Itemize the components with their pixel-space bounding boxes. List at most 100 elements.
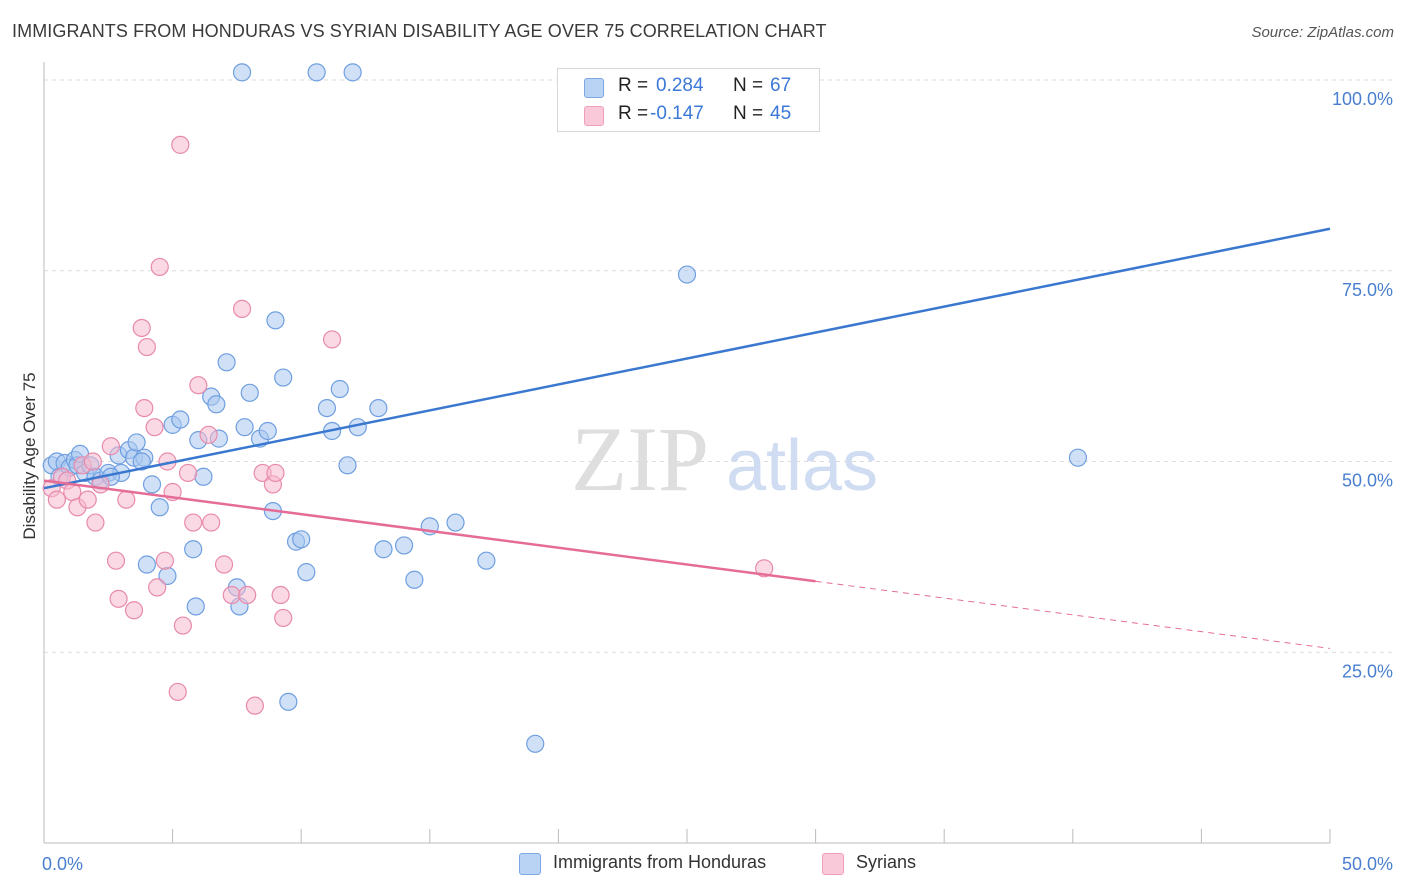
point-honduras [171,410,190,429]
y-tick-label: 50.0% [1342,471,1393,491]
bottom-legend-swatch-honduras [519,853,541,875]
point-syrians [245,696,265,715]
point-syrians [86,513,105,532]
trend-line-syrians [43,479,816,583]
point-honduras [266,311,285,330]
point-syrians [271,585,290,605]
tick-labels: 25.0% 50.0% 75.0% 100.0% 0.0% 50.0% [42,89,1393,874]
point-honduras [137,555,156,574]
point-syrians [168,682,187,702]
watermark-atlas: atlas [726,426,878,506]
point-syrians [117,490,136,509]
watermark: ZIP atlas [571,408,878,510]
legend-row-honduras: R = 0.284 N = 67 [558,73,819,101]
point-syrians [145,418,164,437]
point-syrians [171,135,190,154]
point-honduras [240,383,259,402]
point-syrians [124,601,144,620]
point-syrians [132,318,151,338]
point-honduras [279,692,298,711]
bottom-legend-swatch-syrians [822,853,844,875]
point-syrians [178,463,198,483]
x-tick-label: 50.0% [1342,854,1393,874]
point-honduras [194,467,213,486]
chart-title: IMMIGRANTS FROM HONDURAS VS SYRIAN DISAB… [12,21,827,41]
y-tick-label: 25.0% [1342,661,1393,681]
point-syrians [155,551,174,570]
point-honduras [292,530,311,549]
legend-r-value-honduras: 0.284 [656,75,704,96]
point-syrians [184,513,203,532]
watermark-zip: ZIP [571,408,709,510]
legend-n-label: N = [733,103,764,124]
point-syrians [137,337,156,357]
point-honduras [330,379,349,399]
point-honduras [526,734,545,753]
point-honduras [274,368,293,387]
point-honduras [184,540,203,559]
legend-r-label: R = [618,75,649,96]
point-syrians [232,299,252,318]
point-honduras [446,513,465,532]
point-syrians [148,578,167,597]
trend-line-syrians-extension [815,580,1331,649]
point-syrians [322,330,342,349]
point-syrians [199,425,218,444]
legend-r-label: R = [618,103,649,124]
stats-legend: R = 0.284 N = 67 R = -0.147 N = 45 [557,68,820,132]
point-honduras [132,452,151,471]
point-honduras [317,398,337,418]
point-honduras [258,421,277,441]
source-label: Source: ZipAtlas.com [1251,24,1394,41]
y-tick-label: 75.0% [1342,280,1393,300]
point-honduras [1068,448,1088,467]
point-syrians [150,257,169,277]
point-syrians [173,616,192,635]
y-axis-label: Disability Age Over 75 [20,372,39,539]
point-honduras [142,475,162,494]
point-honduras [207,395,226,414]
data-points [42,63,1088,753]
point-honduras [369,398,388,418]
point-syrians [135,398,154,418]
legend-row-syrians: R = -0.147 N = 45 [558,101,819,129]
point-honduras [477,551,496,570]
point-honduras [307,63,326,82]
legend-n-label: N = [733,75,764,96]
point-syrians [47,490,66,509]
point-honduras [127,433,146,452]
bottom-legend-label-honduras: Immigrants from Honduras [553,852,767,872]
point-syrians [222,585,241,605]
legend-n-value-honduras: 67 [770,75,792,96]
point-honduras [235,418,254,437]
point-honduras [232,63,252,82]
point-honduras [343,63,362,82]
trend-lines [43,227,1331,649]
point-syrians [83,452,102,471]
point-honduras [374,540,393,559]
point-honduras [394,536,414,555]
point-honduras [186,597,205,616]
point-syrians [101,437,120,456]
x-tick-label: 0.0% [42,854,83,874]
gridlines [44,79,1392,653]
legend-swatch-honduras [584,78,604,98]
point-honduras [338,456,357,475]
trend-line-honduras [43,227,1331,490]
y-tick-label: 100.0% [1332,89,1393,109]
point-honduras [217,353,236,372]
point-syrians [266,463,285,483]
point-syrians [214,555,234,574]
point-syrians [189,376,208,395]
point-honduras [297,563,316,582]
point-syrians [202,513,221,532]
bottom-legend-label-syrians: Syrians [856,852,917,872]
point-syrians [109,589,128,608]
point-syrians [106,551,126,570]
axes [43,62,1331,844]
point-syrians [78,490,97,509]
point-honduras [405,570,424,589]
point-syrians [274,608,293,628]
point-syrians [755,559,774,578]
